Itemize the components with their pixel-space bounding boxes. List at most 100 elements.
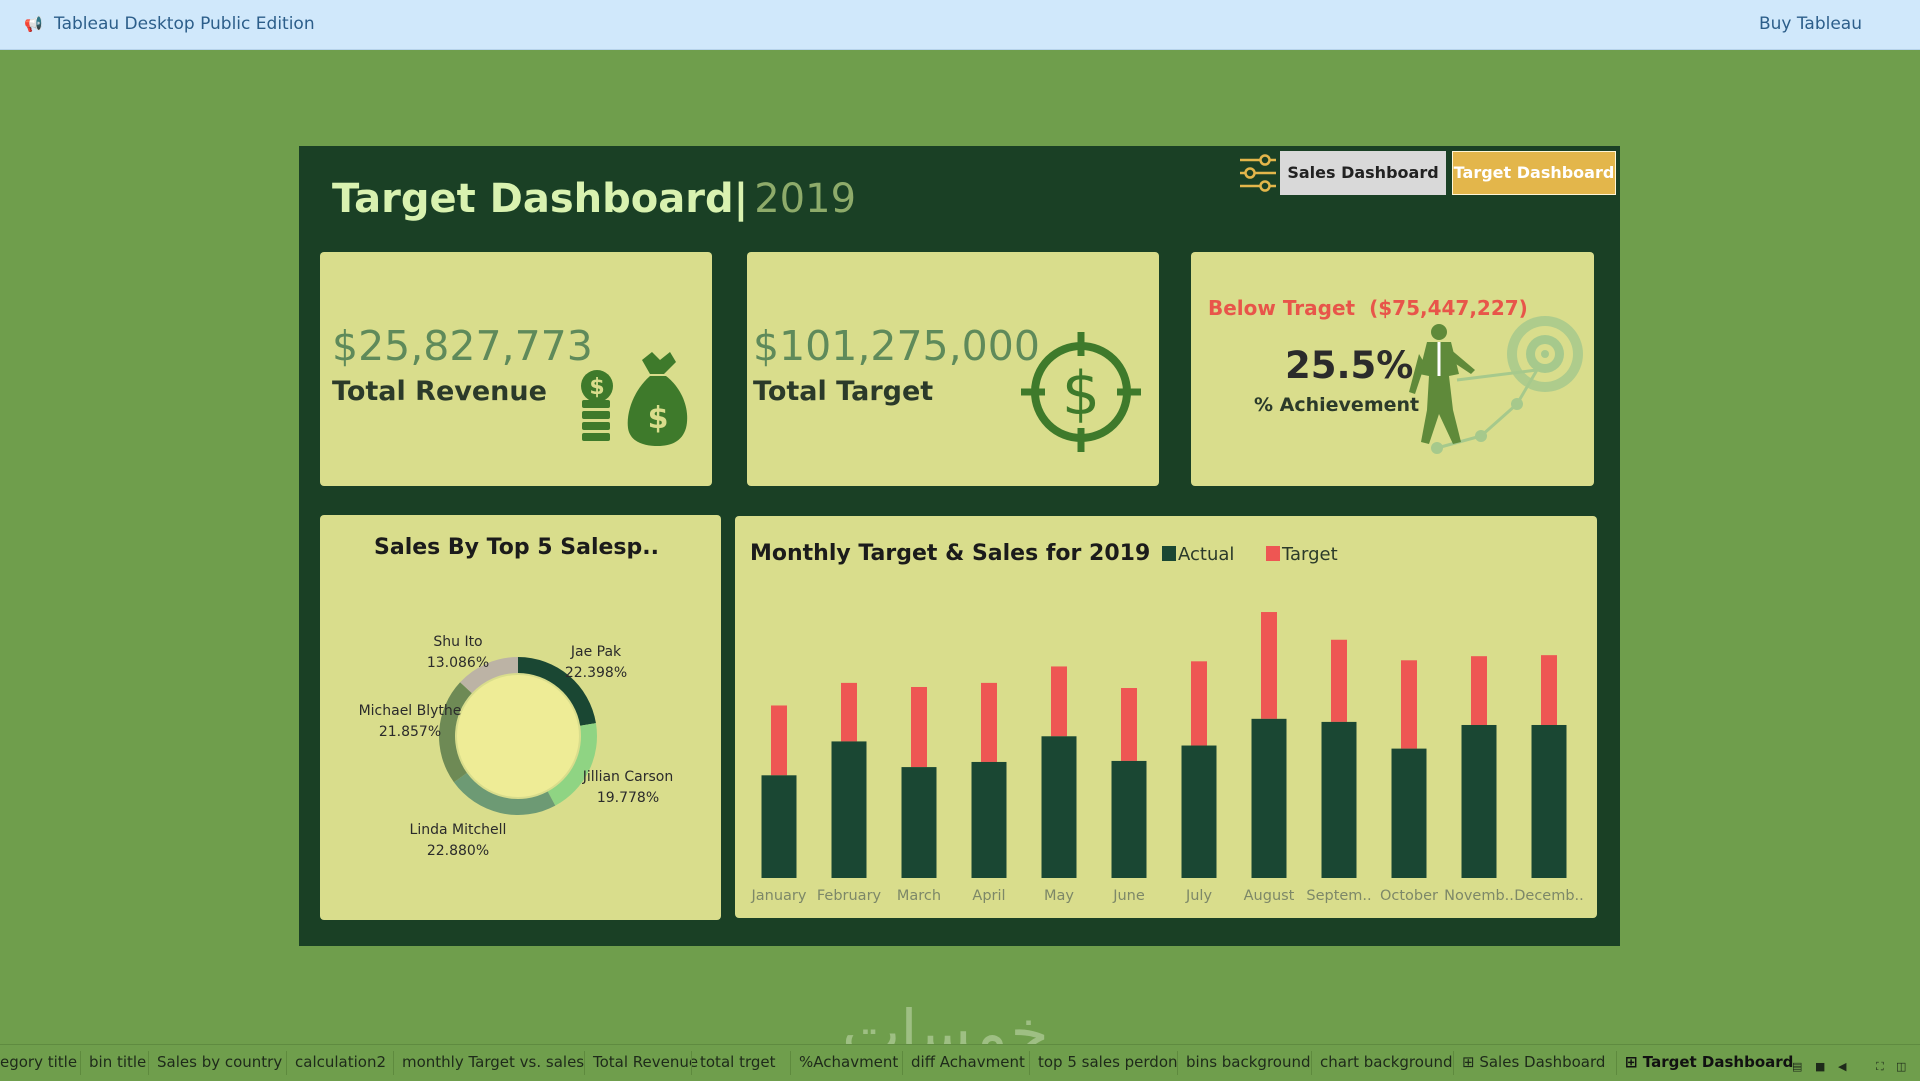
x-tick-label: June [1112, 888, 1145, 904]
show-filmstrip-icon[interactable]: ▤ [1792, 1060, 1803, 1073]
sheet-tab[interactable]: egory title [0, 1053, 78, 1071]
bar-actual[interactable] [971, 761, 1007, 878]
donut-label-name: Shu Ito [433, 634, 482, 650]
dashboard-title: Target Dashboard| 2019 [332, 176, 856, 222]
below-target-text: Below Traget ($75,447,227) [1208, 296, 1528, 320]
bar-actual[interactable] [1461, 724, 1497, 878]
filter-sliders-icon[interactable] [1238, 152, 1278, 194]
sheet-tab[interactable]: calculation2 [295, 1053, 386, 1071]
tab-separator [1453, 1051, 1454, 1075]
x-tick-label: October [1380, 888, 1438, 904]
donut-label-pct: 21.857% [379, 724, 441, 740]
x-tick-label: April [972, 888, 1005, 904]
megaphone-icon: 📢 [24, 15, 43, 33]
x-tick-label: Decemb.. [1514, 888, 1584, 904]
bar-actual[interactable] [1251, 718, 1287, 878]
sheet-tab[interactable]: Total Revenue [593, 1053, 699, 1071]
bar-target[interactable] [981, 682, 997, 762]
app-title: Tableau Desktop Public Edition [54, 14, 315, 34]
achievement-label: % Achievement [1254, 394, 1420, 416]
tab-separator [584, 1051, 585, 1075]
bar-target[interactable] [1541, 655, 1557, 725]
money-bag-icon: $ $ [581, 352, 688, 446]
sheet-tab[interactable]: bin title [89, 1053, 147, 1071]
below-target-amount: ($75,447,227) [1369, 296, 1528, 320]
sheet-tab[interactable]: %Achavment [799, 1053, 899, 1071]
bar-target[interactable] [911, 686, 927, 768]
sheet-tab[interactable]: Sales by country [157, 1053, 283, 1071]
bar-actual[interactable] [1041, 736, 1077, 878]
dollar-target-icon: $ [1021, 332, 1141, 452]
fullscreen-icon[interactable]: ⛶ [1876, 1060, 1884, 1073]
x-tick-label: Novemb.. [1444, 888, 1514, 904]
target-dashboard-button[interactable]: Target Dashboard [1452, 151, 1616, 195]
donut-slice[interactable] [518, 657, 596, 726]
sheet-tab[interactable]: diff Achavment [911, 1053, 1025, 1071]
show-tabs-icon[interactable]: ■ [1815, 1060, 1826, 1073]
bar-target[interactable] [1261, 612, 1277, 719]
donut-label-pct: 22.398% [565, 665, 627, 681]
bar-actual[interactable] [1181, 745, 1217, 878]
donut-label-name: Jillian Carson [582, 769, 673, 785]
bar-actual[interactable] [1531, 724, 1567, 878]
bar-actual[interactable] [901, 767, 937, 878]
donut-label-name: Michael Blythe [359, 703, 462, 719]
x-tick-label: August [1244, 888, 1295, 904]
donut-label-pct: 13.086% [427, 655, 489, 671]
donut-slice[interactable] [453, 772, 556, 815]
bar-target[interactable] [1051, 666, 1067, 737]
scroll-left-icon[interactable]: ◀ [1838, 1060, 1847, 1073]
sheet-tab[interactable]: ⊞ Target Dashboard [1625, 1053, 1794, 1071]
x-tick-label: July [1185, 888, 1212, 904]
sales-dashboard-button[interactable]: Sales Dashboard [1280, 151, 1446, 195]
dashboard-container: Target Dashboard| 2019 Sales Dashboard Ta… [299, 146, 1620, 946]
x-tick-label: May [1044, 888, 1074, 904]
legend-target-swatch [1266, 546, 1280, 561]
tab-separator [1177, 1051, 1178, 1075]
x-tick-label: March [897, 888, 941, 904]
bar-target[interactable] [1471, 656, 1487, 725]
donut-title: Sales By Top 5 Salesp.. [374, 535, 659, 560]
legend-actual-swatch [1162, 546, 1176, 561]
achievement-percent: 25.5% [1285, 344, 1414, 387]
presentation-icon[interactable]: ◫ [1896, 1060, 1907, 1073]
bar-target[interactable] [1121, 688, 1137, 761]
donut-slice[interactable] [547, 723, 597, 806]
tab-separator [286, 1051, 287, 1075]
top-bar: 📢 Tableau Desktop Public Edition Buy Tab… [0, 0, 1920, 50]
bar-target[interactable] [841, 682, 857, 742]
bar-target[interactable] [1331, 639, 1347, 722]
buy-tableau-link[interactable]: Buy Tableau [1758, 14, 1862, 34]
total-revenue-label: Total Revenue [332, 376, 547, 407]
sheet-tab[interactable]: top 5 sales perdon [1038, 1053, 1178, 1071]
bar-target[interactable] [1191, 661, 1207, 746]
bar-actual[interactable] [831, 741, 867, 878]
legend-target: Target [1266, 544, 1338, 565]
tab-separator [80, 1051, 81, 1075]
dashboard-year: 2019 [754, 176, 857, 222]
sheet-tab[interactable]: chart background [1320, 1053, 1453, 1071]
tab-separator [1311, 1051, 1312, 1075]
donut-slice[interactable] [460, 657, 518, 694]
legend-target-label: Target [1282, 544, 1338, 565]
sheet-tab[interactable]: bins background [1186, 1053, 1311, 1071]
total-target-value: $101,275,000 [753, 322, 1040, 370]
bar-actual[interactable] [761, 775, 797, 878]
dashboard-title-text: Target Dashboard| [332, 176, 749, 222]
businessman-target-icon [1409, 316, 1583, 454]
donut-label-name: Jae Pak [570, 644, 622, 660]
bar-actual[interactable] [1321, 721, 1357, 878]
bar-actual[interactable] [1391, 748, 1427, 878]
sheet-tab[interactable]: ⊞ Sales Dashboard [1462, 1053, 1606, 1071]
legend-actual: Actual [1162, 544, 1234, 565]
sheet-tab[interactable]: monthly Target vs. sales [402, 1053, 585, 1071]
tab-separator [902, 1051, 903, 1075]
donut-center [457, 675, 579, 797]
bar-target[interactable] [1401, 660, 1417, 749]
below-target-status: Below Traget [1208, 296, 1356, 320]
bar-actual[interactable] [1111, 760, 1147, 878]
svg-text:$: $ [1062, 359, 1100, 429]
bar-target[interactable] [771, 705, 787, 776]
donut-slice[interactable] [439, 682, 472, 783]
sheet-tab[interactable]: total trget [700, 1053, 776, 1071]
